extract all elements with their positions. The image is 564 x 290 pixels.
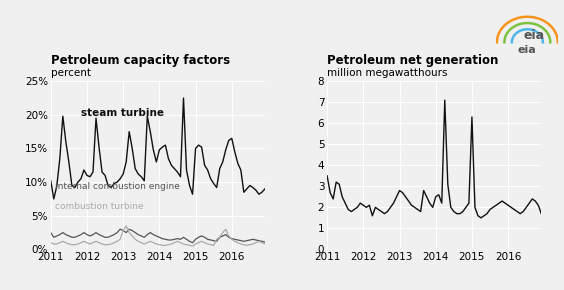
Text: Petroleum capacity factors: Petroleum capacity factors	[51, 54, 230, 67]
Text: combustion turbine: combustion turbine	[55, 202, 144, 211]
Text: steam turbine: steam turbine	[81, 108, 164, 118]
Text: eia: eia	[523, 29, 544, 42]
Text: eia: eia	[518, 46, 537, 55]
Text: Petroleum net generation: Petroleum net generation	[327, 54, 499, 67]
Text: percent: percent	[51, 68, 91, 78]
Text: internal combustion engine: internal combustion engine	[55, 182, 180, 191]
Text: million megawatthours: million megawatthours	[327, 68, 448, 78]
